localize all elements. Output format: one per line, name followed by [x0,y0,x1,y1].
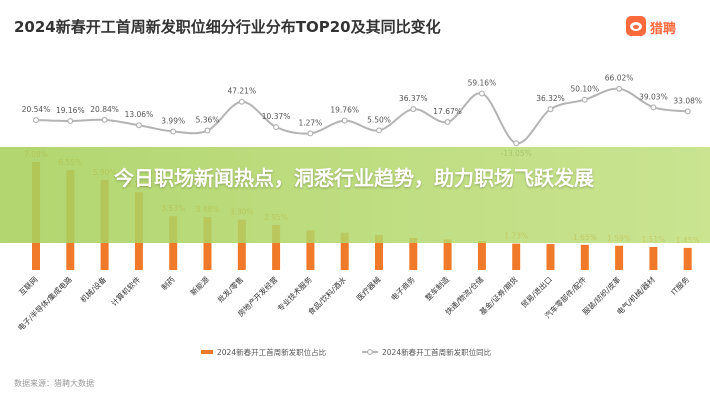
legend-line-label: 2024新春开工首周新发职位同比 [382,347,492,357]
line-label-2: 19.16% [56,106,85,115]
line-label-4: 13.06% [125,110,154,119]
bar-6 [203,216,212,270]
line-point-14 [478,90,485,97]
brand-logo: 猎聘 [626,14,706,38]
bar-11 [375,234,383,270]
bar-12 [409,237,418,270]
line-point-4 [135,122,142,129]
bar-15 [512,243,521,270]
chart-title: 2024新春开工首周新发职位细分行业分布TOP20及其同比变化 [14,18,441,36]
bar-14 [477,241,486,270]
x-tick-label-3: 机械/设备 [78,274,108,304]
bar-8 [272,225,281,270]
legend-line-marker [367,349,374,356]
line-point-18 [616,85,623,92]
line-label-10: 19.76% [330,106,359,115]
line-point-16 [547,106,554,113]
x-tick-label-7: 批发/零售 [215,274,245,304]
line-point-19 [650,104,657,111]
bar-18 [615,245,624,270]
line-label-16: 36.32% [536,94,565,103]
legend-bar-label: 2024新春开工首周新发职位占比 [217,347,327,357]
x-tick-label-6: 新能源 [188,274,211,297]
line-label-20: 33.08% [673,96,702,105]
line-point-1 [32,117,39,124]
line-point-3 [101,116,108,123]
x-tick-label-11: 医疗器械 [354,274,383,303]
x-tick-label-4: 计算机软件 [109,274,143,308]
line-labels: 20.54% 19.16% 20.84% 13.06% 3.99% 5.36% 47.21%… [22,74,702,158]
x-tick-label-13: 整车制造 [423,274,452,303]
line-label-11: 5.50% [367,115,391,124]
line-point-15 [513,140,520,147]
line-series [32,85,691,147]
x-tick-label-20: IT服务 [669,274,692,297]
bar-7 [237,219,246,270]
line-label-18: 66.02% [605,74,634,83]
x-tick-label-1: 互联网 [17,275,39,297]
line-point-8 [273,124,280,131]
bar-19 [649,246,658,270]
bar-5 [169,216,178,270]
line-point-9 [307,130,314,137]
line-label-5: 3.99% [161,116,185,125]
line-label-19: 39.03% [639,92,668,101]
line-point-10 [341,117,348,124]
line-label-9: 1.27% [298,118,322,127]
x-tick-label-5: 制药 [159,274,177,292]
line-point-20 [684,108,691,115]
line-point-5 [170,128,177,135]
bar-13 [443,239,452,270]
bar-17 [580,244,589,270]
x-tick-label-16: 贸易/进出口 [519,274,554,309]
line-label-14: 59.16% [468,78,497,87]
line-path [35,87,688,145]
line-label-6: 5.36% [196,116,220,125]
line-point-17 [581,96,588,103]
line-point-7 [238,98,245,105]
news-banner: 今日职场新闻热点，洞悉行业趋势，助力职场飞跃发展 [0,147,710,243]
line-label-13: 17.67% [433,107,462,116]
logo-text: 猎聘 [650,22,677,37]
line-label-1: 20.54% [22,105,51,114]
line-label-8: 10.37% [262,112,291,121]
line-point-13 [444,119,451,126]
bar-16 [546,244,555,270]
bar-9 [306,230,315,270]
bar-20 [683,247,692,270]
legend: 2024新春开工首周新发职位占比 2024新春开工首周新发职位同比 [201,347,492,357]
liepin-logo-icon [626,16,646,36]
data-source: 数据来源：猎聘大数据 [14,379,94,388]
x-tick-label-12: 电子商务 [388,274,417,303]
line-point-11 [376,127,383,134]
line-point-12 [410,106,417,113]
line-point-6 [204,127,211,134]
line-label-17: 50.10% [570,85,599,94]
line-label-3: 20.84% [90,105,119,114]
line-label-12: 36.37% [399,94,428,103]
line-point-2 [67,118,74,125]
banner-text: 今日职场新闻热点，洞悉行业趋势，助力职场飞跃发展 [114,166,594,190]
legend-bar-swatch [201,350,213,354]
line-label-7: 47.21% [227,87,256,96]
bar-10 [340,232,349,270]
